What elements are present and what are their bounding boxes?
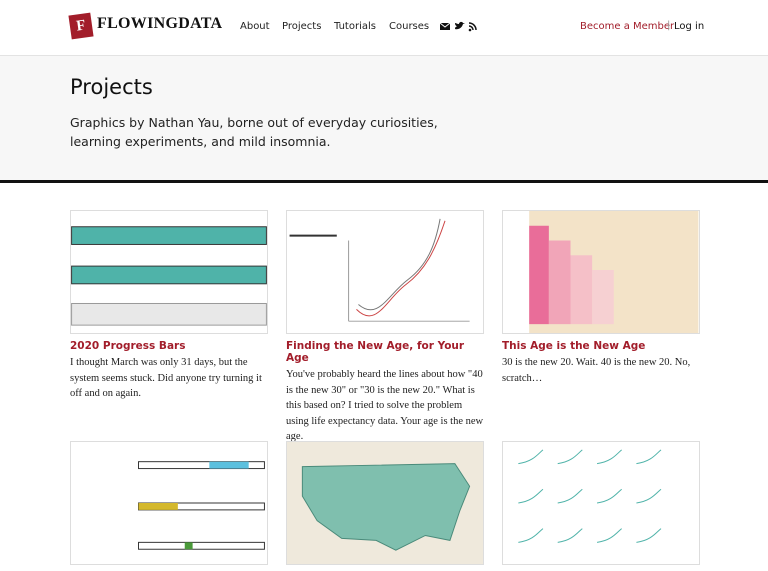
page-description: Graphics by Nathan Yau, borne out of eve… [70,115,438,149]
nav-link[interactable]: About [240,21,270,32]
decoration [71,302,267,326]
decoration [518,449,544,465]
decoration [557,449,583,465]
decoration [184,542,193,550]
thumbnail[interactable] [286,210,484,334]
decoration [209,461,249,469]
decoration [309,246,331,260]
decoration [596,528,622,543]
decoration [636,449,662,465]
card[interactable] [70,441,268,565]
thumbnail[interactable] [286,441,484,565]
decoration [301,463,471,551]
card[interactable] [502,441,700,565]
login-link[interactable]: Log in [674,21,705,32]
decoration [518,449,662,543]
logo-icon[interactable]: F [68,12,94,40]
separator: | [667,20,671,31]
card-title[interactable]: This Age is the New Age [502,340,646,352]
thumbnail[interactable] [502,441,700,565]
decoration [358,218,441,311]
member-link[interactable]: Become a Member [580,21,675,32]
nav-link[interactable]: Tutorials [334,21,376,32]
nav-link[interactable]: Courses [389,21,430,32]
intro [0,56,768,180]
thumbnail[interactable] [70,210,268,334]
decoration [138,503,178,510]
decoration [636,528,662,543]
decoration [596,449,622,465]
decoration [71,265,267,285]
nav-link[interactable]: Projects [282,21,322,32]
decoration [636,488,662,504]
divider [0,180,768,183]
card-title[interactable]: Finding the New Age, for Your Age [286,340,465,364]
social-icons[interactable] [440,21,480,33]
decoration [529,225,549,325]
card-description: I thought March was only 31 days, but th… [70,357,262,399]
thumbnail[interactable] [70,441,268,565]
decoration [570,255,593,325]
decoration [468,28,472,32]
card-title[interactable]: 2020 Progress Bars [70,340,186,352]
card[interactable]: This Age is the New Age 30 is the new 20… [502,210,700,386]
decoration [138,461,265,470]
card-description: 30 is the new 20. Wait. 40 is the new 20… [502,357,691,384]
decoration [356,220,446,317]
logo[interactable]: FLOWINGDATA [97,15,223,32]
header: F FLOWINGDATA About Projects Tutorials C… [0,0,768,56]
decoration [592,270,614,325]
decoration [71,226,267,245]
decoration [548,240,571,325]
decoration [518,528,544,543]
decoration [557,488,583,504]
decoration [455,21,465,30]
decoration [440,22,451,28]
card-description: You've probably heard the lines about ho… [286,369,484,442]
decoration [596,488,622,504]
decoration [518,488,544,504]
card[interactable]: Finding the New Age, for Your Age You've… [286,210,484,445]
card[interactable]: 2020 Progress Bars I thought March was o… [70,210,268,402]
thumbnail[interactable] [502,210,700,334]
decoration [557,528,583,543]
decoration [468,22,477,31]
page-title: Projects [70,75,153,99]
decoration [138,541,265,550]
card[interactable] [286,441,484,565]
